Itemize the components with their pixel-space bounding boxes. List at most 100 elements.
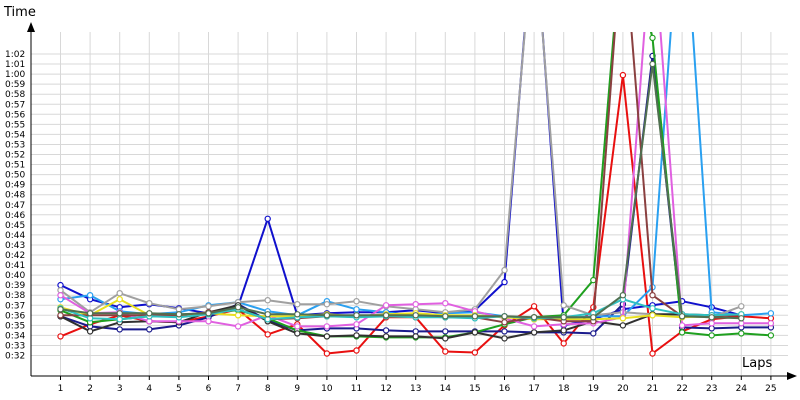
x-tick-label: 22 xyxy=(676,384,687,394)
y-tick-label: 0:33 xyxy=(5,341,25,351)
x-axis-ticks: 1 2 3 4 5 6 7 8 9 10 11 12 13 14 15 16 17 18 19 20 21 22 23 24 2… xyxy=(58,376,777,394)
data-point xyxy=(116,290,123,297)
x-tick-label: 3 xyxy=(117,384,123,394)
data-point xyxy=(471,313,479,320)
y-tick-label: 0:42 xyxy=(5,251,25,261)
y-tick-label: 0:51 xyxy=(5,161,25,171)
data-point xyxy=(649,292,656,299)
y-tick-label: 0:52 xyxy=(5,151,25,161)
data-point xyxy=(619,315,627,322)
data-point xyxy=(323,312,331,319)
data-point xyxy=(323,333,331,340)
data-point xyxy=(501,319,508,326)
x-tick-label: 24 xyxy=(736,384,748,394)
y-tick-label: 0:49 xyxy=(5,181,25,191)
x-tick-label: 21 xyxy=(647,384,658,394)
x-tick-label: 13 xyxy=(410,384,421,394)
y-tick-label: 0:46 xyxy=(5,211,25,221)
data-point xyxy=(560,302,567,309)
data-point xyxy=(678,313,686,320)
data-point xyxy=(708,320,715,327)
y-axis-title: Time xyxy=(3,5,36,20)
series-lines xyxy=(57,32,775,357)
data-point xyxy=(560,327,567,334)
data-point xyxy=(86,328,94,335)
data-point xyxy=(442,300,449,307)
data-point xyxy=(619,71,627,79)
y-tick-label: 0:44 xyxy=(5,231,25,241)
data-point xyxy=(619,322,627,329)
data-point xyxy=(116,316,123,323)
y-tick-label: 0:35 xyxy=(5,321,25,331)
data-point xyxy=(234,323,242,330)
data-point xyxy=(382,327,390,334)
data-point xyxy=(767,320,775,327)
data-point xyxy=(649,350,656,357)
y-tick-label: 0:32 xyxy=(5,352,25,362)
data-point xyxy=(738,330,745,337)
data-point xyxy=(767,332,775,339)
data-point xyxy=(501,328,508,335)
series-10 xyxy=(57,32,745,326)
x-tick-label: 6 xyxy=(206,384,212,394)
x-tick-label: 2 xyxy=(87,384,93,394)
data-point xyxy=(57,312,64,319)
data-point xyxy=(530,314,538,321)
x-axis-arrow xyxy=(787,372,797,380)
x-tick-label: 18 xyxy=(558,384,570,394)
y-tick-label: 0:36 xyxy=(5,311,25,321)
data-point xyxy=(442,313,449,320)
x-tick-label: 20 xyxy=(617,384,629,394)
x-tick-label: 14 xyxy=(440,384,452,394)
data-point xyxy=(294,330,301,337)
x-tick-label: 19 xyxy=(588,384,600,394)
data-point xyxy=(530,329,538,336)
data-point xyxy=(116,310,123,317)
y-tick-label: 0:40 xyxy=(5,271,25,281)
data-point xyxy=(57,281,64,289)
x-tick-label: 4 xyxy=(146,384,152,394)
data-point xyxy=(294,323,301,330)
data-point xyxy=(678,322,686,329)
data-point xyxy=(234,304,242,311)
x-tick-label: 7 xyxy=(235,384,241,394)
data-point xyxy=(649,34,656,42)
x-tick-label: 9 xyxy=(294,384,300,394)
data-point xyxy=(412,301,419,308)
data-point xyxy=(146,300,153,307)
y-tick-label: 1:01 xyxy=(5,60,25,70)
data-point xyxy=(708,314,715,321)
data-point xyxy=(649,305,656,312)
data-point xyxy=(471,329,479,336)
series-line xyxy=(60,298,742,321)
data-point xyxy=(560,314,567,321)
data-point xyxy=(264,331,271,338)
data-point xyxy=(116,296,123,303)
data-point xyxy=(412,312,419,319)
series-12 xyxy=(57,60,745,322)
x-axis-title: Laps xyxy=(742,356,772,371)
data-point xyxy=(57,292,64,299)
x-tick-label: 8 xyxy=(265,384,271,394)
series-2 xyxy=(57,32,745,329)
data-point xyxy=(560,340,567,347)
y-tick-label: 0:38 xyxy=(5,291,25,301)
data-point xyxy=(590,314,597,321)
data-point xyxy=(738,303,745,310)
y-tick-label: 0:41 xyxy=(5,261,25,271)
series-line xyxy=(60,63,742,320)
data-point xyxy=(530,323,538,330)
data-point xyxy=(264,311,271,318)
series-line xyxy=(59,32,742,319)
data-point xyxy=(57,306,64,313)
data-point xyxy=(412,333,419,340)
y-axis-ticks: 0:320:330:340:350:360:370:380:390:400:41… xyxy=(5,50,25,362)
data-point xyxy=(590,330,597,337)
data-point xyxy=(234,312,242,319)
y-tick-label: 0:47 xyxy=(5,201,25,211)
data-point xyxy=(323,323,331,330)
y-tick-label: 0:55 xyxy=(5,120,25,130)
data-point xyxy=(353,298,360,305)
data-point xyxy=(264,215,271,222)
